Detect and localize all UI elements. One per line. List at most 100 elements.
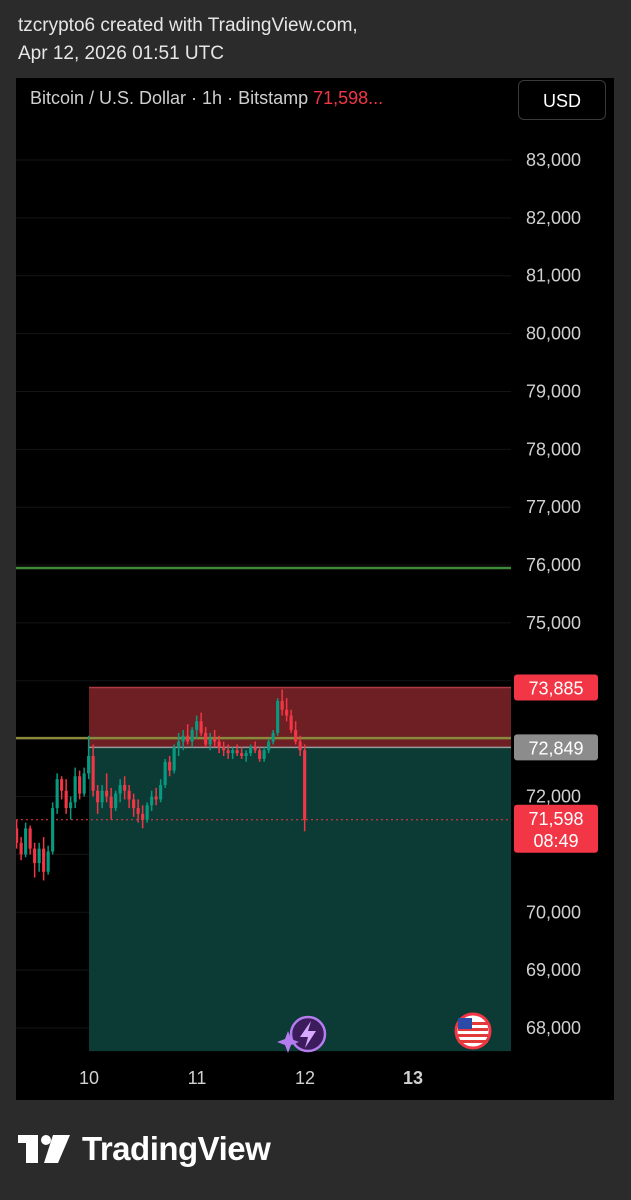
candle-body [159,784,163,800]
candle [55,773,59,814]
candle-body [16,828,19,843]
candle-body [235,750,239,754]
price-tag-label: 71,598 [528,809,583,829]
tradingview-footer[interactable]: TradingView [18,1130,271,1168]
y-tick-label: 76,000 [526,555,581,575]
candle-body [64,790,68,809]
candle [78,770,82,800]
price-tag-countdown: 08:49 [533,831,578,851]
header-date-line: Apr 12, 2026 01:51 UTC [18,43,224,64]
candle-body [285,709,289,716]
candle-body [100,790,104,803]
candle [222,741,226,757]
candle-body [163,761,167,785]
candle-body [127,790,131,800]
candle-body [150,796,154,806]
candle [244,750,248,762]
candle-body [253,747,257,751]
candle-body [298,741,302,751]
candle [73,767,77,809]
candle [109,787,113,820]
tradingview-wordmark: TradingView [82,1130,271,1167]
candle [123,776,127,800]
candle-body [231,750,235,754]
candle [136,799,140,823]
lightning-assistant-icon[interactable] [277,1015,327,1053]
symbol-label: Bitcoin / U.S. Dollar · 1h · Bitstamp [30,88,309,108]
y-tick-label: 79,000 [526,381,581,401]
candle-body [267,741,271,751]
candle-body [208,738,212,745]
candle [276,698,280,736]
candle [240,747,244,759]
candle-body [195,721,199,730]
candle-body [123,784,127,791]
candle-body [96,790,100,803]
candle [118,779,122,803]
header-creator-line: tzcrypto6 created with TradingView.com, [18,15,358,36]
candle [190,727,194,748]
candle [60,776,64,800]
price-tag-label: 73,885 [528,678,583,698]
currency-button[interactable]: USD [518,80,606,120]
candle [42,837,46,881]
candle-body [136,808,140,814]
candle [262,747,266,762]
candle-body [55,779,59,809]
candle-body [172,747,176,771]
price-tag-label: 72,849 [528,738,583,758]
candle-body [271,732,275,742]
candle-body [87,756,91,774]
price-tag-bg [514,804,598,853]
candle-body [145,805,149,820]
candle-body [91,756,95,791]
x-tick-label: 11 [188,1068,207,1088]
candle-body [60,779,64,791]
y-tick-label: 70,000 [526,902,581,922]
candle-body [226,750,230,754]
candle [37,842,41,872]
candle-body [28,828,32,849]
price-chart[interactable]: 68,000 69,000 70,000 72,000 75,000 76,000 77,0… [16,78,614,1100]
candle [186,724,190,745]
x-tick-label: 12 [295,1068,315,1088]
y-tick-label: 75,000 [526,613,581,633]
chart-frame[interactable]: 68,000 69,000 70,000 72,000 75,000 76,000 77,0… [16,78,614,1100]
us-flag-icon[interactable] [454,1012,492,1050]
y-tick-label: 82,000 [526,208,581,228]
candle [226,744,230,759]
candle [285,698,289,722]
candle-body [217,741,221,748]
candle-body [190,729,194,742]
candle [127,784,131,809]
candle-body [82,773,86,794]
candle [91,744,95,797]
candle-body [280,701,284,710]
candle-body [33,848,37,864]
candle [96,784,100,814]
candle [163,758,167,788]
candle [69,796,73,820]
candle [19,837,23,861]
candle [289,709,293,733]
symbol-last-price: 71,598... [313,88,384,108]
candle-body [46,851,50,872]
candle-body [303,750,307,820]
candle [271,729,275,745]
candle-body [69,802,73,809]
y-tick-label: 81,000 [526,266,581,286]
price-tag-bg [514,734,598,761]
candle-body [181,735,185,742]
price-tag[interactable]: 72,849 [514,734,598,761]
candle-body [118,784,122,794]
candle-body [204,732,208,745]
candle [172,744,176,774]
candle [46,845,50,875]
candle [181,729,185,751]
candle-body [289,715,293,730]
x-tick-label: 13 [403,1068,423,1088]
candle [195,715,199,739]
price-tag[interactable]: 73,885 [514,674,598,701]
candle-body [19,842,23,855]
